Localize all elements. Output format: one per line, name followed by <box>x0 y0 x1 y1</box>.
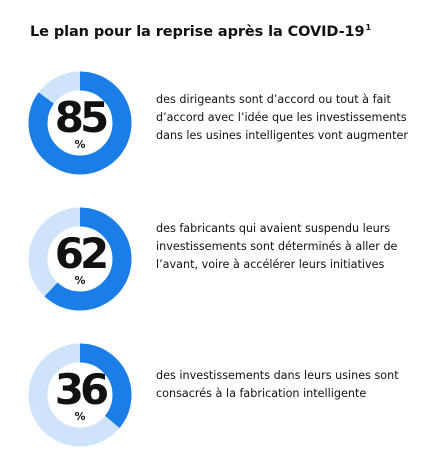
page-title: Le plan pour la reprise après la COVID-1… <box>30 23 371 40</box>
stat-value: 36 <box>54 365 109 414</box>
title-text: Le plan pour la reprise après la COVID-1… <box>30 23 365 40</box>
donut-svg <box>28 343 132 447</box>
donut-svg <box>28 207 132 311</box>
donut-chart: 62 % <box>28 207 132 311</box>
donut-svg <box>28 71 132 175</box>
title-footnote: 1 <box>365 23 372 32</box>
donut-value-arc <box>28 207 132 311</box>
stat-description: des investissements dans leurs usines so… <box>156 369 399 400</box>
donut-value-arc <box>28 343 132 447</box>
donut-chart: 36 % <box>28 343 132 447</box>
stat-unit: % <box>74 274 86 287</box>
stat-unit: % <box>74 410 86 423</box>
stat-value: 85 <box>54 93 109 142</box>
stat-unit: % <box>74 138 86 151</box>
stat-block-2: 62 % des fabricants qui avaient suspendu… <box>0 207 445 317</box>
stat-block-3: 36 % des investissements dans leurs usin… <box>0 343 445 453</box>
stat-description: des fabricants qui avaient suspendu leur… <box>156 222 398 271</box>
donut-chart: 85 % <box>28 71 132 175</box>
stat-description: des dirigeants sont d’accord ou tout à f… <box>156 93 409 142</box>
stat-value: 62 <box>54 229 109 278</box>
donut-value-arc <box>28 71 132 175</box>
stat-block-1: 85 % des dirigeants sont d’accord ou tou… <box>0 71 445 181</box>
